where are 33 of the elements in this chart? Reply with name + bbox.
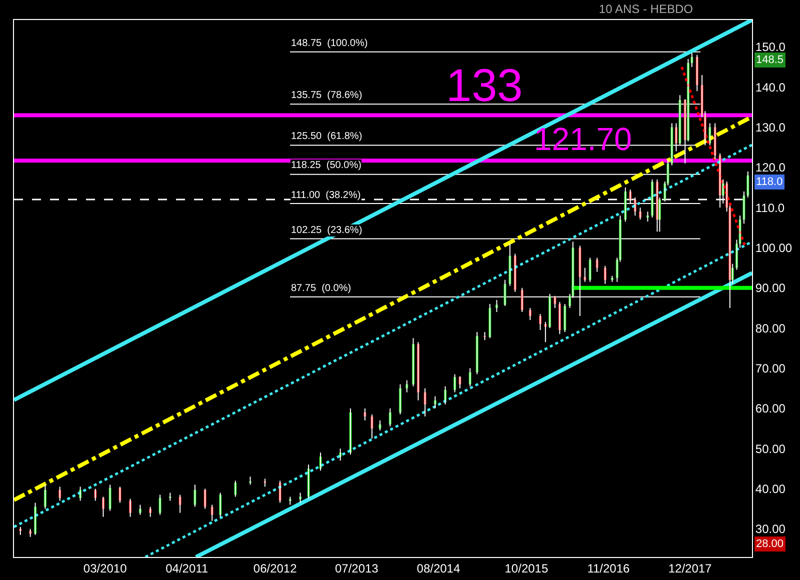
ref-line-label: 87.75 (0.0%) <box>291 283 352 294</box>
x-tick-label: 11/2016 <box>587 561 630 576</box>
ref-line-label: 102.25 (23.6%) <box>291 225 362 236</box>
ref-line-label: 148.75 (100.0%) <box>291 38 368 49</box>
x-tick-label: 04/2011 <box>166 561 208 576</box>
ref-line-label: 125.50 (61.8%) <box>291 131 362 142</box>
chart-title: 10 ANS - HEBDO <box>598 2 693 16</box>
y-tick-label: 150.0 <box>755 40 786 54</box>
x-tick-label: 07/2013 <box>334 561 379 576</box>
ref-line-label: 133 <box>446 59 523 111</box>
y-tick-label: 30.00 <box>755 522 786 536</box>
y-tick-label: 120.0 <box>755 160 786 175</box>
y-tick-label: 70.00 <box>755 361 786 376</box>
y-tick-label: 90.00 <box>755 281 786 296</box>
y-tick-label: 50.00 <box>755 442 786 456</box>
ref-line-label: 118.25 (50.0%) <box>291 160 362 171</box>
x-tick-label: 06/2012 <box>253 561 298 576</box>
x-tick-label: 12/2017 <box>668 561 712 576</box>
y-tick-label: 110.0 <box>755 200 785 215</box>
x-tick-label: 03/2010 <box>83 561 128 576</box>
y-tick-label: 130.0 <box>755 120 786 134</box>
ref-line-label: 135.75 (78.6%) <box>291 90 362 101</box>
ref-line-label: 111.00 (38.2%) <box>291 190 361 201</box>
text: 148.5 <box>756 54 784 66</box>
y-tick-label: 60.00 <box>755 402 786 416</box>
text: 28.00 <box>756 538 784 550</box>
text: 118.0 <box>756 176 783 188</box>
y-tick-label: 40.00 <box>755 482 786 496</box>
y-tick-label: 100.00 <box>755 240 792 255</box>
y-tick-label: 140.0 <box>755 80 786 94</box>
x-tick-label: 10/2015 <box>504 561 548 576</box>
y-tick-label: 80.00 <box>755 321 786 336</box>
x-tick-label: 08/2014 <box>416 561 460 576</box>
